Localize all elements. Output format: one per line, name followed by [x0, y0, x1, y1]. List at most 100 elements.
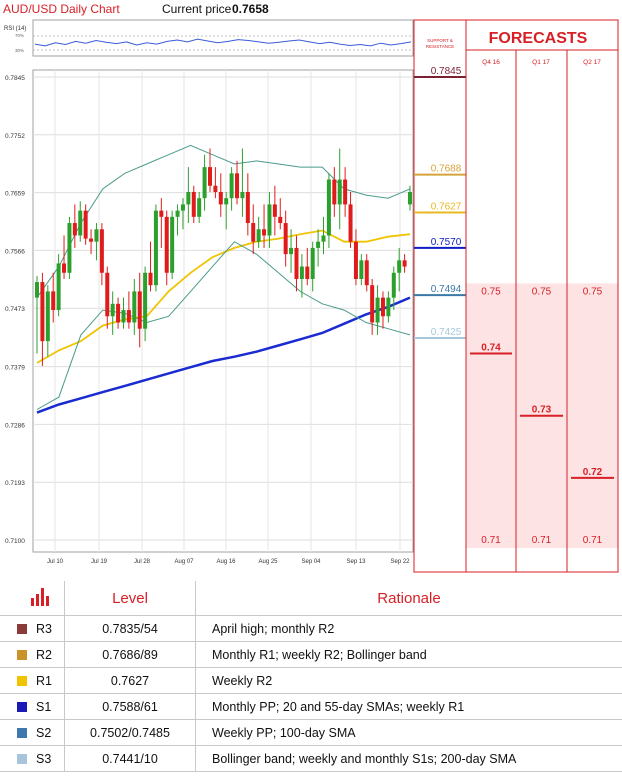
- x-tick-label: Aug 25: [258, 559, 278, 565]
- level-value: 0.7502/0.7485: [64, 719, 196, 746]
- candle: [402, 254, 407, 273]
- candle: [375, 285, 380, 335]
- candle: [94, 223, 99, 261]
- candle: [186, 167, 191, 224]
- y-tick-label: 0.7752: [5, 133, 25, 140]
- candle-body: [343, 179, 348, 205]
- candle: [51, 272, 56, 323]
- candle: [207, 148, 212, 192]
- candle: [170, 210, 175, 279]
- level-value: 0.7441/10: [64, 745, 196, 772]
- level-color-swatch: [17, 754, 27, 765]
- sr-level: 0.7425: [414, 327, 466, 340]
- candle-body: [164, 216, 169, 273]
- candle-body: [337, 179, 342, 205]
- forecast-q1-17-low: 0.71: [532, 535, 552, 546]
- forecast-q2-17-high: 0.75: [583, 286, 603, 297]
- candle: [294, 235, 299, 292]
- candle-body: [397, 260, 402, 273]
- candle: [370, 278, 375, 335]
- candle-body: [224, 198, 229, 205]
- candle: [213, 167, 218, 199]
- y-tick-label: 0.7286: [5, 422, 25, 429]
- candle: [289, 229, 294, 273]
- candle: [45, 285, 50, 357]
- sr-level: 0.7688: [414, 164, 466, 176]
- candle: [35, 275, 39, 354]
- level-color-swatch: [17, 624, 27, 635]
- candle: [262, 204, 267, 248]
- rsi-label: RSI (14): [4, 26, 26, 32]
- candle: [175, 204, 180, 236]
- x-tick-label: Jul 28: [134, 559, 151, 565]
- y-tick-label: 0.7193: [5, 480, 25, 487]
- y-axis-ticks: 0.7845 0.7752 0.7659 0.7566 0.7473 0.7379 0.72…: [5, 75, 25, 545]
- candle-body: [267, 204, 272, 236]
- candle: [240, 148, 245, 217]
- candle: [67, 216, 72, 279]
- candle-body: [272, 204, 277, 217]
- sr-level-value: 0.7627: [431, 201, 462, 212]
- candle: [218, 173, 223, 217]
- level-color-swatch-cell: [0, 693, 31, 720]
- price-label: Current price: [162, 2, 232, 16]
- forecast-range-shade: [567, 283, 618, 548]
- y-tick-label: 0.7845: [5, 75, 25, 82]
- candle-body: [186, 191, 191, 205]
- candle: [62, 235, 67, 279]
- candle: [272, 185, 277, 236]
- candle-body: [207, 167, 212, 186]
- rsi-panel: [32, 19, 414, 57]
- sma-yellow-line: [36, 229, 411, 364]
- candle-body: [197, 198, 202, 217]
- candle: [397, 247, 402, 292]
- rsi-series-line: [34, 38, 412, 47]
- candle-body: [137, 291, 142, 329]
- candle-body: [235, 173, 240, 199]
- levels-table: Level Rationale R3 0.7835/54 April high; m…: [0, 581, 622, 772]
- level-color-swatch-cell: [0, 667, 31, 694]
- candle-body: [110, 303, 115, 317]
- candle: [197, 191, 202, 224]
- candle: [164, 210, 169, 286]
- table-row: S1 0.7588/61 Monthly PP; 20 and 55-day SMA…: [0, 693, 622, 720]
- candle-body: [72, 223, 77, 236]
- candle: [224, 191, 229, 230]
- level-rationale: Weekly R2: [195, 667, 622, 694]
- forecast-q2-17-mid: 0.72: [583, 467, 603, 478]
- forecast-q2-17-low: 0.71: [583, 535, 603, 546]
- candle-body: [143, 272, 148, 329]
- level-color-swatch: [17, 702, 27, 713]
- table-row: S2 0.7502/0.7485 Weekly PP; 100-day SMA: [0, 719, 622, 746]
- x-tick-label: Jul 19: [91, 559, 108, 565]
- candle: [353, 229, 358, 286]
- sr-title-1: SUPPORT &: [427, 38, 453, 43]
- candle-body: [359, 260, 364, 279]
- candle-body: [105, 272, 110, 317]
- candle-body: [121, 310, 126, 323]
- level-rationale: April high; monthly R2: [195, 615, 622, 642]
- candle-body: [380, 297, 385, 317]
- chart-title: AUD/USD Daily Chart: [3, 2, 120, 16]
- price-panel: [32, 69, 414, 553]
- sma-blue-line: [36, 296, 411, 414]
- candle-body: [116, 303, 121, 323]
- sr-level-value: 0.7688: [431, 164, 462, 175]
- candle-body: [262, 229, 267, 236]
- x-tick-label: Jul 10: [47, 559, 64, 565]
- candle: [380, 291, 385, 329]
- candle: [251, 204, 256, 255]
- candle: [153, 204, 158, 292]
- candle: [359, 254, 364, 286]
- bollinger-upper-line: [36, 144, 411, 298]
- y-tick-label: 0.7379: [5, 365, 25, 372]
- sr-level: 0.7570: [414, 237, 466, 249]
- candle: [408, 185, 412, 211]
- level-color-swatch: [17, 650, 27, 661]
- candle-body: [45, 291, 50, 342]
- level-value: 0.7627: [64, 667, 196, 694]
- candle-body: [370, 285, 375, 323]
- forecast-period-q2-17: Q2 17: [583, 59, 601, 66]
- candle: [256, 216, 261, 248]
- forecast-q1-17-mid: 0.73: [532, 405, 552, 416]
